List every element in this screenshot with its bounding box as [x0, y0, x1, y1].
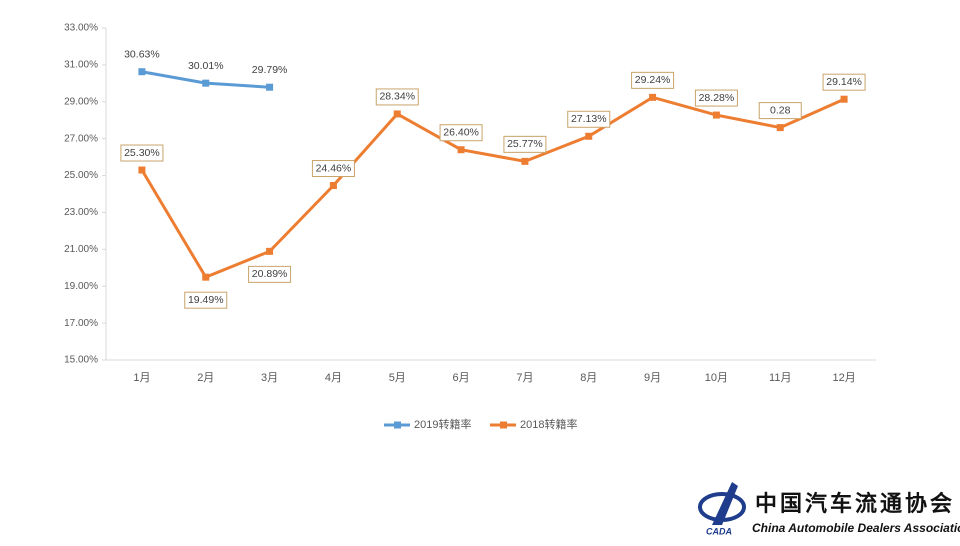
x-tick-label: 12月: [832, 372, 855, 384]
point: [138, 166, 146, 174]
point: [393, 110, 401, 118]
y-tick-label: 21.00%: [64, 244, 98, 255]
x-tick-label: 10月: [705, 372, 728, 384]
x-tick-label: 8月: [580, 372, 597, 384]
x-tick-label: 6月: [453, 372, 470, 384]
point: [776, 124, 784, 132]
y-tick-label: 25.00%: [64, 170, 98, 181]
data-label: 30.63%: [124, 48, 160, 60]
data-label: 29.79%: [252, 64, 288, 76]
logo-english: China Automobile Dealers Association: [752, 521, 960, 535]
x-tick-label: 5月: [389, 372, 406, 384]
y-tick-label: 19.00%: [64, 281, 98, 292]
y-tick-label: 15.00%: [64, 355, 98, 366]
data-label: 25.30%: [124, 147, 160, 159]
point: [649, 93, 657, 101]
data-label: 28.28%: [699, 92, 735, 104]
data-label: 26.40%: [443, 127, 479, 139]
logo-name: 中国汽车流通协会: [755, 491, 955, 516]
data-label: 25.77%: [507, 138, 543, 150]
point: [202, 79, 210, 87]
x-tick-label: 9月: [644, 372, 661, 384]
legend-marker: [500, 421, 507, 429]
x-tick-label: 7月: [516, 372, 533, 384]
series-line: [140, 95, 845, 280]
data-label: 28.34%: [379, 91, 415, 103]
y-tick-label: 23.00%: [64, 207, 98, 218]
point: [266, 83, 274, 91]
label-box: [631, 71, 675, 89]
legend-label: 2019转籍率: [414, 417, 471, 431]
y-tick-label: 33.00%: [64, 23, 98, 34]
logo-mark: CADA: [706, 526, 732, 536]
logo: CADA 中国汽车流通协会 China Automobile Dealers A…: [698, 482, 960, 536]
data-label: 0.28: [770, 104, 791, 116]
y-tick-label: 29.00%: [64, 96, 98, 107]
point: [840, 95, 848, 103]
x-tick-label: 11月: [769, 372, 791, 384]
x-tick-label: 2月: [197, 372, 214, 384]
label-box: [694, 89, 738, 107]
data-label: 29.24%: [635, 74, 671, 86]
label-box: [439, 124, 483, 142]
data-label: 27.13%: [571, 113, 607, 125]
y-tick-label: 17.00%: [64, 318, 98, 329]
data-label: 29.14%: [826, 76, 862, 88]
point: [457, 146, 465, 154]
point: [712, 111, 720, 119]
label-box: [567, 110, 611, 128]
point: [202, 273, 210, 281]
logo-swoosh: [712, 482, 738, 525]
legend-label: 2018转籍率: [520, 417, 577, 431]
legend-marker: [394, 421, 401, 429]
point: [521, 157, 529, 165]
label-box: [184, 291, 228, 309]
label-box: [758, 102, 802, 120]
label-box: [248, 265, 292, 283]
point: [138, 68, 146, 76]
label-box: [375, 88, 419, 106]
label-box: [120, 144, 164, 162]
point: [266, 247, 274, 255]
data-label: 24.46%: [316, 162, 352, 174]
label-box: [822, 73, 866, 91]
label-box: [503, 135, 547, 153]
y-tick-label: 27.00%: [64, 133, 98, 144]
x-tick-label: 1月: [133, 372, 150, 384]
data-label: 30.01%: [188, 60, 224, 72]
data-label: 20.89%: [252, 268, 288, 280]
point: [585, 132, 593, 140]
y-tick-label: 31.00%: [64, 60, 98, 71]
x-tick-label: 4月: [325, 372, 342, 384]
label-box: [311, 160, 355, 178]
data-label: 19.49%: [188, 294, 224, 306]
point: [329, 182, 337, 190]
x-tick-label: 3月: [261, 372, 278, 384]
